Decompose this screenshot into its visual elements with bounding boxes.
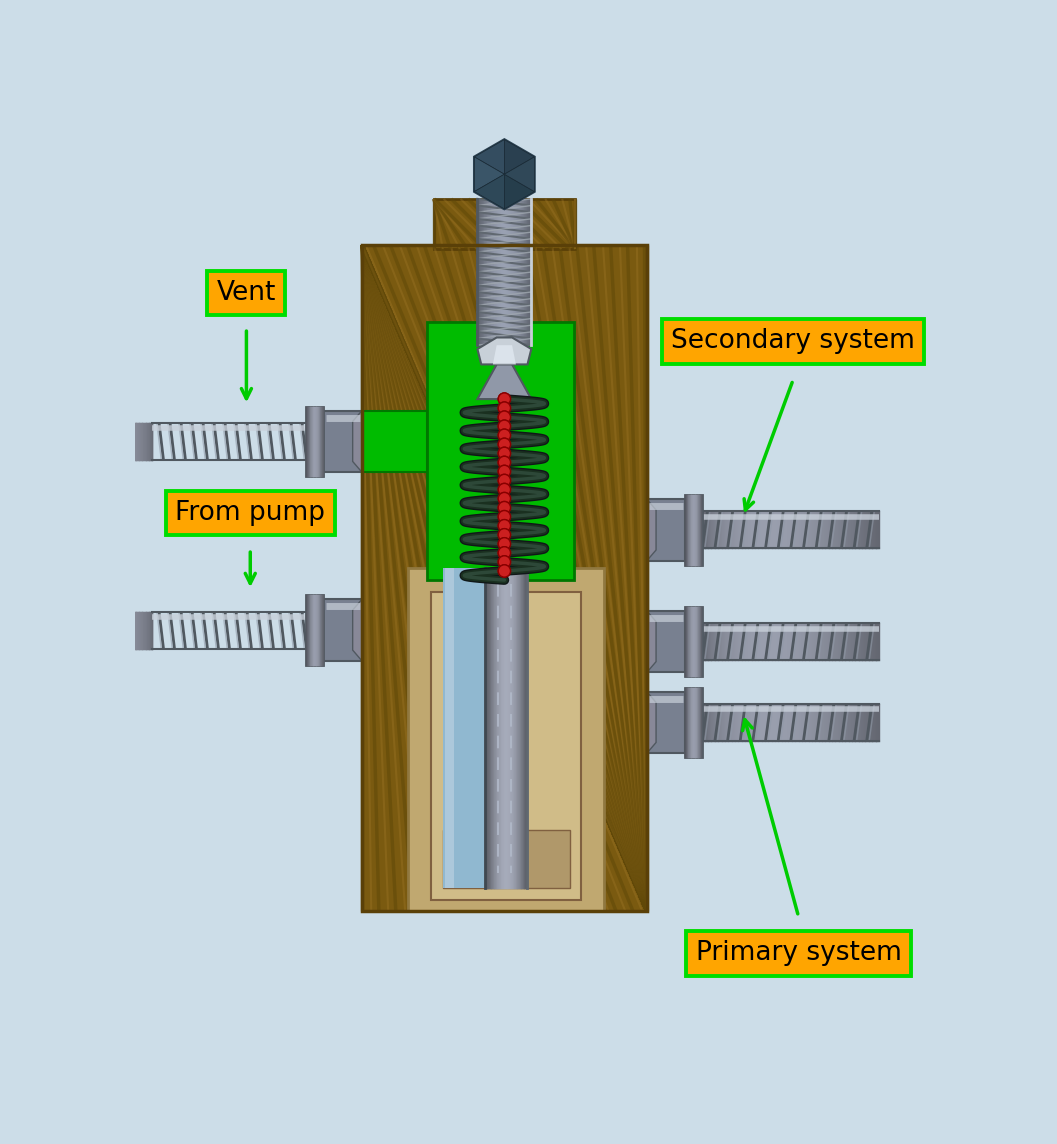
Polygon shape xyxy=(493,345,516,365)
Bar xyxy=(685,607,702,676)
Circle shape xyxy=(498,429,511,442)
Circle shape xyxy=(498,556,511,569)
Bar xyxy=(685,688,702,757)
Bar xyxy=(361,411,427,472)
Circle shape xyxy=(498,501,511,514)
Circle shape xyxy=(498,547,511,559)
Polygon shape xyxy=(475,157,504,191)
Circle shape xyxy=(498,538,511,550)
Circle shape xyxy=(498,565,511,577)
Bar xyxy=(307,407,323,476)
Circle shape xyxy=(498,456,511,469)
Circle shape xyxy=(498,475,511,486)
Circle shape xyxy=(498,510,511,523)
Circle shape xyxy=(498,529,511,541)
Bar xyxy=(443,831,570,888)
Circle shape xyxy=(498,475,511,486)
Polygon shape xyxy=(353,411,361,472)
Polygon shape xyxy=(504,140,535,174)
Circle shape xyxy=(498,466,511,477)
Circle shape xyxy=(498,402,511,414)
Bar xyxy=(443,569,485,888)
Bar xyxy=(307,595,323,665)
Text: Vent: Vent xyxy=(217,280,276,305)
Polygon shape xyxy=(475,174,504,209)
Bar xyxy=(427,323,574,580)
Polygon shape xyxy=(478,365,532,399)
Circle shape xyxy=(498,492,511,505)
Bar xyxy=(323,411,361,472)
Bar xyxy=(685,495,702,565)
Circle shape xyxy=(498,547,511,559)
Circle shape xyxy=(498,456,511,469)
Polygon shape xyxy=(353,599,361,661)
Circle shape xyxy=(498,411,511,423)
Bar xyxy=(361,245,647,911)
Circle shape xyxy=(498,519,511,532)
Bar xyxy=(431,591,581,899)
Circle shape xyxy=(498,519,511,532)
Circle shape xyxy=(498,420,511,432)
Circle shape xyxy=(498,484,511,495)
Circle shape xyxy=(498,529,511,541)
Polygon shape xyxy=(504,174,535,209)
Bar xyxy=(323,599,361,661)
Circle shape xyxy=(498,466,511,477)
Polygon shape xyxy=(504,157,535,191)
Circle shape xyxy=(498,492,511,505)
Bar xyxy=(361,245,647,911)
Circle shape xyxy=(498,565,511,577)
Polygon shape xyxy=(475,140,535,209)
Circle shape xyxy=(498,447,511,460)
Circle shape xyxy=(498,438,511,451)
Circle shape xyxy=(498,501,511,514)
Circle shape xyxy=(498,438,511,451)
Bar xyxy=(408,569,605,911)
Polygon shape xyxy=(647,611,656,673)
Polygon shape xyxy=(478,337,532,365)
Bar xyxy=(647,692,685,753)
Circle shape xyxy=(498,538,511,550)
Circle shape xyxy=(498,420,511,432)
Bar xyxy=(433,199,575,249)
Circle shape xyxy=(498,510,511,523)
Circle shape xyxy=(498,484,511,495)
Bar xyxy=(647,611,685,673)
Bar xyxy=(647,499,685,561)
Text: From pump: From pump xyxy=(175,500,326,526)
Circle shape xyxy=(498,402,511,414)
Polygon shape xyxy=(475,140,504,174)
Circle shape xyxy=(498,447,511,460)
Bar xyxy=(445,569,455,888)
Circle shape xyxy=(498,429,511,442)
Circle shape xyxy=(498,411,511,423)
Circle shape xyxy=(498,392,511,405)
Polygon shape xyxy=(647,692,656,753)
Text: Secondary system: Secondary system xyxy=(671,328,915,355)
Text: Primary system: Primary system xyxy=(696,940,902,967)
Bar xyxy=(478,199,532,345)
Polygon shape xyxy=(647,499,656,561)
Circle shape xyxy=(498,556,511,569)
Circle shape xyxy=(498,392,511,405)
